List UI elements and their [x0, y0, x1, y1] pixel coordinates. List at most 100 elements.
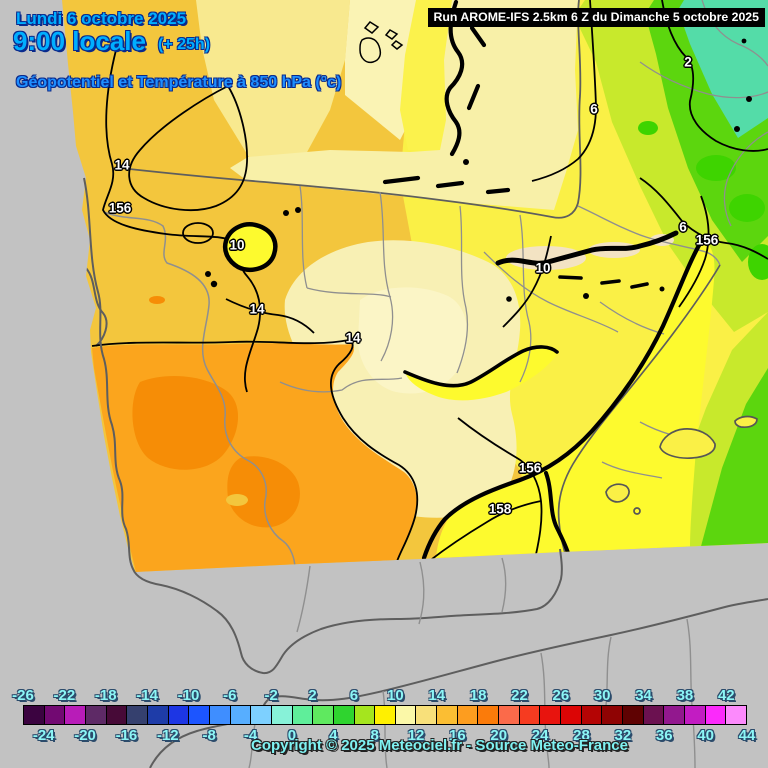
isotherm-6-france: [531, 0, 597, 182]
contour-fragment-diamond: [363, 21, 380, 34]
contour-label: 14: [249, 301, 265, 317]
colorbar-cell: [24, 706, 45, 724]
border-africa: [540, 652, 550, 768]
colorbar-cell: [416, 706, 438, 724]
temp-region-biscay-pale: [230, 0, 578, 210]
colorbar-cell: [44, 706, 66, 724]
contour-fragment-oval: [359, 37, 382, 64]
colorbar-tick-label: -6: [223, 687, 237, 704]
thick-contour-biscay: [444, 0, 465, 157]
colorbar-cell: [540, 706, 562, 724]
contour-blob: [659, 286, 665, 292]
copyright-label: Copyright © 2025 Meteociel.fr - Source M…: [251, 737, 628, 754]
island-ibiza: [605, 483, 630, 503]
temp-patch-deep-orange: [227, 456, 300, 528]
border-france-region: [639, 61, 768, 99]
contour-label: 156: [695, 232, 719, 248]
temp-patch-deep-orange: [132, 376, 239, 470]
colorbar-tick-label: 4: [329, 727, 338, 744]
border-spain-france: [577, 205, 721, 266]
geopotential-156-ne: [678, 195, 710, 308]
contour-fragment-diamond: [384, 29, 399, 40]
border-province: [299, 185, 308, 289]
colorbar-tick-label: 12: [407, 727, 425, 744]
colorbar-cell: [333, 706, 355, 724]
colorbar-tick-label: 42: [717, 687, 735, 704]
colorbar-cell: [189, 706, 210, 724]
thick-contour-pyrenees: [495, 230, 679, 266]
colorbar-cell: [354, 706, 376, 724]
colorbar-cell: [65, 706, 86, 724]
geopotential-158-south: [427, 500, 542, 563]
border-south-spain: [418, 561, 425, 625]
contour-blob: [463, 159, 469, 165]
temp-speck-gold: [226, 494, 248, 506]
run-info-box: Run AROME-IFS 2.5km 6 Z du Dimanche 5 oc…: [427, 8, 765, 27]
colorbar-cell: [664, 706, 685, 724]
colorbar-tick-label: -14: [136, 687, 158, 704]
colorbar-cell: [643, 706, 665, 724]
island-small: [633, 507, 641, 515]
colorbar-tick-label: -2: [264, 687, 278, 704]
color-scale-bar: [23, 705, 747, 725]
thick-contours: [205, 0, 760, 561]
colorbar-cell: [375, 706, 396, 724]
colorbar-cell: [726, 706, 746, 724]
contour-blob: [734, 126, 740, 132]
colorbar-cell: [395, 706, 417, 724]
colorbar-cell: [292, 706, 314, 724]
border-province: [306, 287, 392, 298]
contour-blob: [746, 96, 752, 102]
colorbar-tick-label: 2: [308, 687, 317, 704]
isotherm-14-galicia: [128, 84, 248, 212]
contour-blob: [295, 207, 301, 213]
thick-contour-north-coast: [382, 175, 511, 195]
contour-label: 14: [114, 157, 130, 173]
colorbar-tick-label: 44: [738, 727, 756, 744]
temp-region-teal: [678, 0, 768, 138]
border-france-region: [723, 131, 768, 227]
border-portugal-spain: [103, 211, 296, 570]
colorbar-cell: [705, 706, 727, 724]
border-south-spain: [501, 557, 507, 613]
colorbar-tick-label: -18: [94, 687, 117, 704]
colorbar-cell: [478, 706, 500, 724]
colorbar-tick-label: 24: [531, 727, 549, 744]
colorbar-cell: [127, 706, 148, 724]
contour-label: 158: [488, 501, 512, 517]
colorbar-tick-label: 40: [697, 727, 714, 744]
border-province: [483, 251, 619, 333]
colorbar-tick-label: -16: [115, 727, 138, 744]
colorbar-cell: [457, 706, 479, 724]
isotherm-6-ne: [639, 177, 768, 260]
admin-borders: [85, 0, 768, 570]
temp-patch-bright-green: [696, 155, 736, 181]
thick-contour-wedge: [403, 345, 559, 388]
temp-region-bright-yellow-coastal: [436, 240, 715, 558]
colorbar-tick-label: 10: [386, 687, 404, 704]
colorbar-cell: [230, 706, 252, 724]
colorbar-cell: [499, 706, 520, 724]
colorbar-cell: [437, 706, 458, 724]
coastline-mediterranean-ne: [557, 264, 721, 558]
thick-contour-fragment: [469, 25, 487, 48]
colorbar-cell: [313, 706, 334, 724]
contour-blob: [210, 280, 218, 288]
colorbar-tick-label: -24: [32, 727, 55, 744]
thick-contour-10-closed: [222, 222, 278, 272]
colorbar-tick-label: 38: [676, 687, 694, 704]
contour-label: 156: [518, 460, 542, 476]
thick-contour-east-coast: [421, 237, 705, 561]
isotherm-14-short: [225, 298, 315, 334]
contour-label: 10: [229, 237, 245, 253]
contour-blob: [205, 271, 211, 277]
colorbar-tick-label: 28: [573, 727, 590, 744]
temp-patch-bright-green: [748, 244, 768, 280]
thick-contour-pyrenees-fragments: [558, 275, 649, 289]
colorbar-cell: [519, 706, 541, 724]
colorbar-cell: [85, 706, 107, 724]
thick-contour-fragment: [466, 83, 481, 111]
contour-blob: [283, 210, 289, 216]
